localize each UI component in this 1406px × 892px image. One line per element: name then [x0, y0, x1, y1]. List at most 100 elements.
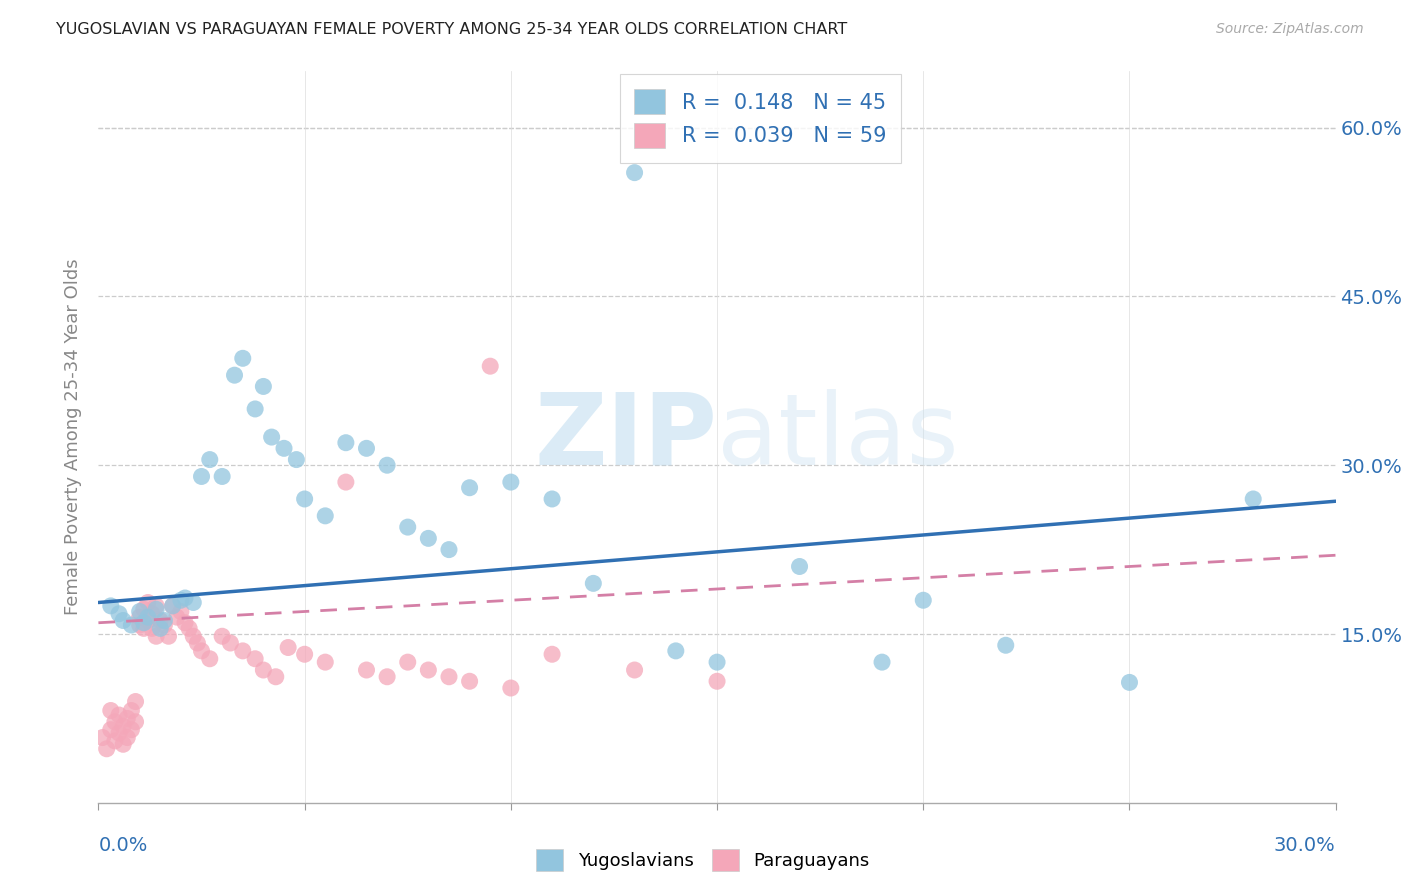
Text: 0.0%: 0.0% [98, 836, 148, 855]
Text: YUGOSLAVIAN VS PARAGUAYAN FEMALE POVERTY AMONG 25-34 YEAR OLDS CORRELATION CHART: YUGOSLAVIAN VS PARAGUAYAN FEMALE POVERTY… [56, 22, 848, 37]
Point [912, 593, 935, 607]
Point [128, 610, 150, 624]
Point [499, 681, 522, 695]
Point [396, 520, 419, 534]
Point [277, 640, 299, 655]
Point [1241, 491, 1264, 506]
Point [124, 714, 146, 729]
Y-axis label: Female Poverty Among 25-34 Year Olds: Female Poverty Among 25-34 Year Olds [63, 259, 82, 615]
Point [224, 368, 246, 383]
Point [232, 351, 254, 366]
Point [166, 610, 188, 624]
Point [157, 629, 180, 643]
Point [162, 599, 184, 613]
Point [198, 452, 221, 467]
Point [181, 595, 204, 609]
Point [789, 559, 811, 574]
Point [117, 711, 139, 725]
Point [285, 452, 308, 467]
Point [153, 614, 176, 628]
Point [145, 602, 167, 616]
Point [243, 652, 266, 666]
Point [273, 442, 295, 456]
Point [706, 674, 728, 689]
Text: ZIP: ZIP [534, 389, 717, 485]
Text: 30.0%: 30.0% [1274, 836, 1336, 855]
Point [623, 663, 645, 677]
Text: Source: ZipAtlas.com: Source: ZipAtlas.com [1216, 22, 1364, 37]
Point [153, 618, 176, 632]
Point [260, 430, 283, 444]
Point [174, 591, 197, 605]
Point [181, 629, 204, 643]
Point [623, 166, 645, 180]
Point [211, 469, 233, 483]
Point [335, 435, 357, 450]
Point [108, 607, 131, 621]
Point [120, 618, 142, 632]
Point [541, 647, 564, 661]
Point [232, 644, 254, 658]
Point [458, 674, 481, 689]
Point [136, 595, 159, 609]
Point [294, 491, 316, 506]
Point [112, 719, 135, 733]
Point [149, 621, 172, 635]
Point [294, 647, 316, 661]
Point [117, 731, 139, 745]
Point [437, 542, 460, 557]
Legend: Yugoslavians, Paraguayans: Yugoslavians, Paraguayans [529, 842, 877, 879]
Point [96, 741, 118, 756]
Point [665, 644, 688, 658]
Point [418, 663, 440, 677]
Point [104, 734, 127, 748]
Point [132, 602, 155, 616]
Text: atlas: atlas [717, 389, 959, 485]
Point [132, 615, 155, 630]
Point [104, 714, 127, 729]
Point [124, 694, 146, 708]
Point [170, 593, 193, 607]
Point [252, 379, 274, 393]
Point [100, 599, 122, 613]
Point [91, 731, 114, 745]
Point [190, 644, 212, 658]
Point [141, 621, 163, 635]
Point [499, 475, 522, 489]
Point [100, 723, 122, 737]
Point [174, 615, 197, 630]
Point [418, 532, 440, 546]
Point [211, 629, 233, 643]
Point [994, 638, 1017, 652]
Point [582, 576, 605, 591]
Point [264, 670, 287, 684]
Point [112, 737, 135, 751]
Legend: R =  0.148   N = 45, R =  0.039   N = 59: R = 0.148 N = 45, R = 0.039 N = 59 [620, 74, 901, 163]
Point [314, 508, 336, 523]
Point [375, 670, 398, 684]
Point [356, 663, 378, 677]
Point [179, 621, 201, 635]
Point [100, 704, 122, 718]
Point [141, 607, 163, 621]
Point [198, 652, 221, 666]
Point [108, 708, 131, 723]
Point [479, 359, 502, 374]
Point [243, 401, 266, 416]
Point [112, 614, 135, 628]
Point [120, 723, 142, 737]
Point [356, 442, 378, 456]
Point [149, 614, 172, 628]
Point [190, 469, 212, 483]
Point [170, 605, 193, 619]
Point [186, 636, 208, 650]
Point [136, 614, 159, 628]
Point [128, 618, 150, 632]
Point [108, 726, 131, 740]
Point [1118, 675, 1140, 690]
Point [375, 458, 398, 473]
Point [219, 636, 242, 650]
Point [541, 491, 564, 506]
Point [132, 621, 155, 635]
Point [128, 605, 150, 619]
